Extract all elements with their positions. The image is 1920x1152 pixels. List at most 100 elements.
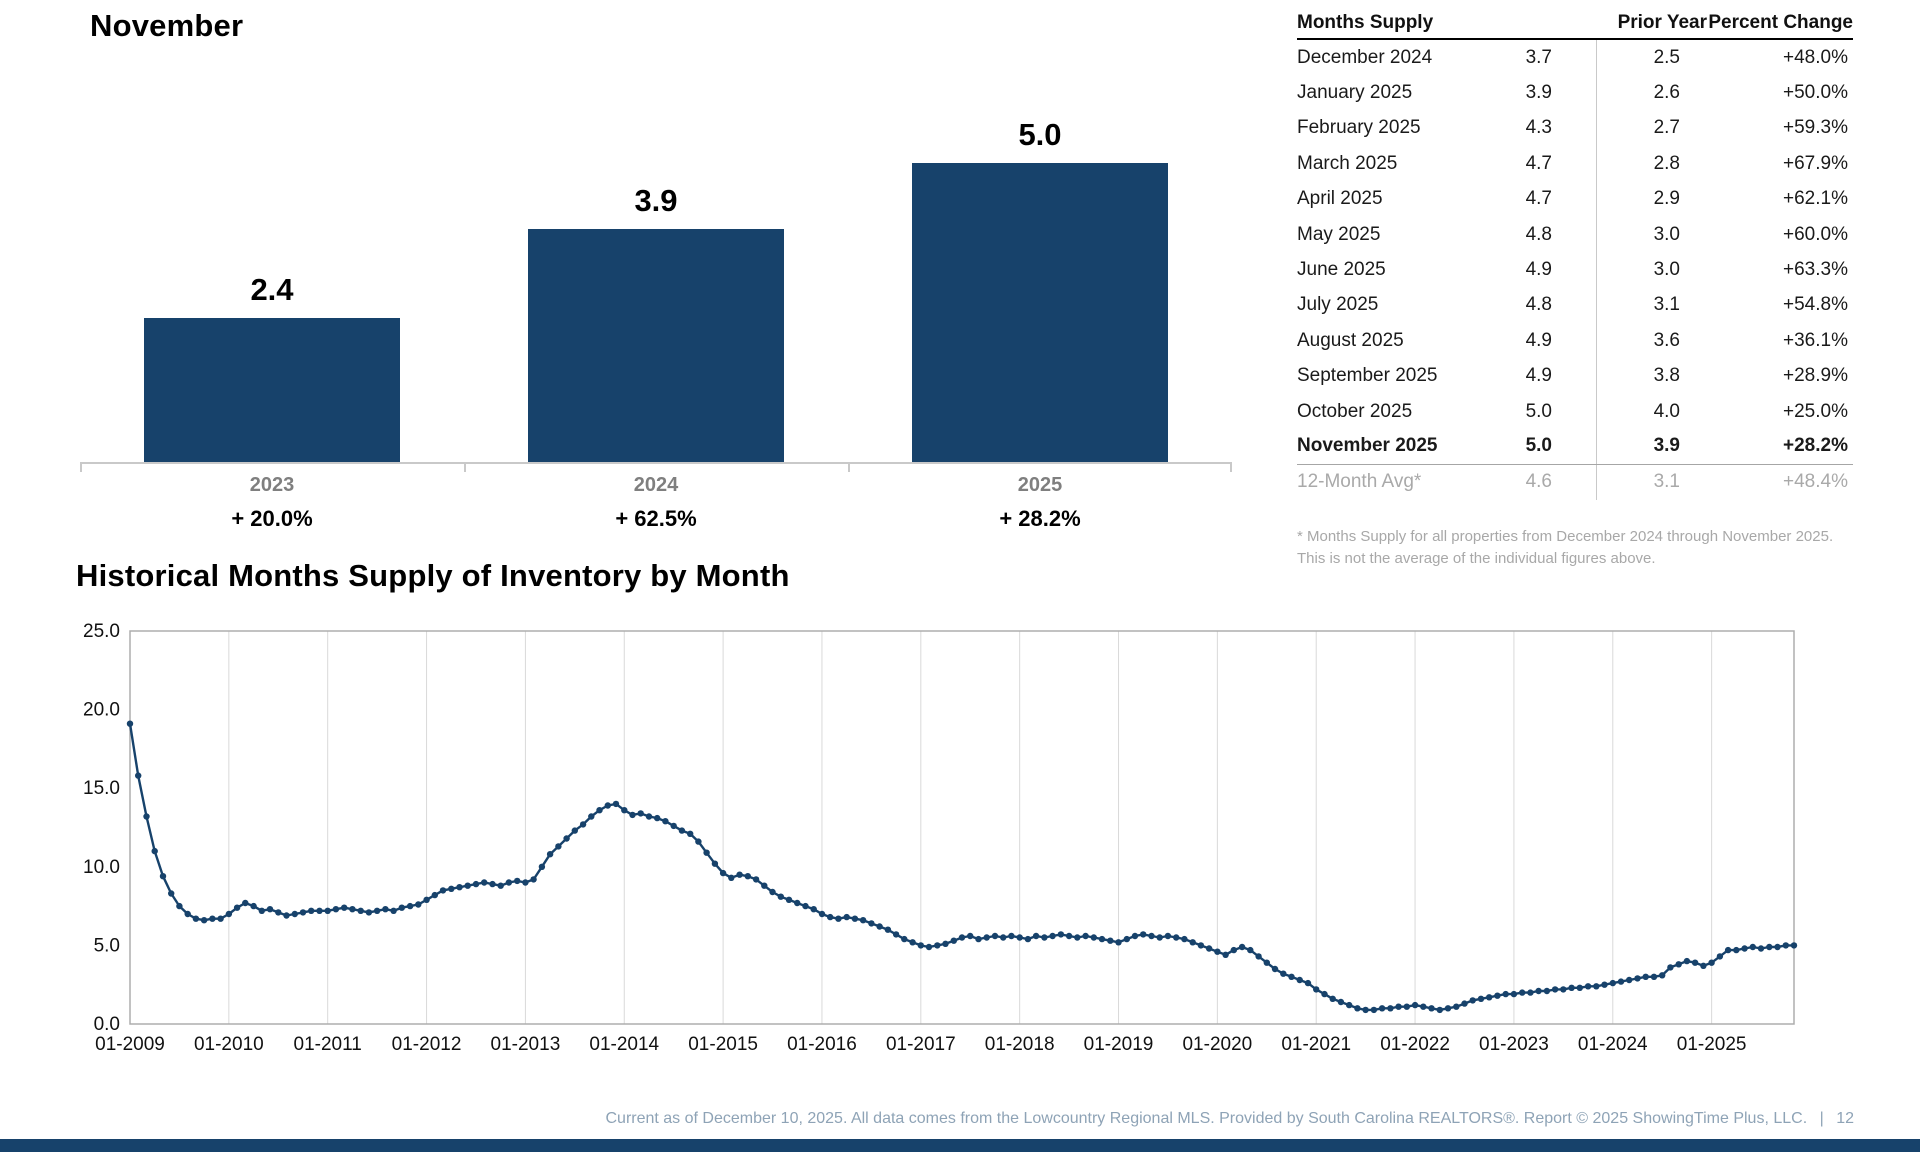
x-tick-label: 01-2013	[491, 1034, 561, 1055]
history-data-point	[1000, 934, 1007, 941]
table-row: November 2025 5.0 3.9 +28.2%	[1297, 429, 1853, 465]
history-data-point	[1642, 973, 1649, 980]
history-data-point	[1304, 979, 1312, 987]
history-data-point	[711, 860, 719, 867]
bar-value-label: 3.9	[634, 183, 678, 218]
row-prior-year-value: 3.9	[1653, 435, 1680, 457]
table-row: June 2025 4.9 3.0 +63.3%	[1297, 252, 1853, 288]
row-month-label: September 2025	[1297, 365, 1438, 387]
history-data-point	[1271, 965, 1279, 973]
history-data-point	[1032, 932, 1040, 940]
history-data-point	[1337, 998, 1345, 1006]
row-percent-change: +62.1%	[1783, 188, 1848, 210]
table-row: September 2025 4.9 3.8 +28.9%	[1297, 358, 1853, 394]
history-data-point	[546, 851, 554, 858]
x-tick-label: 01-2017	[886, 1034, 956, 1055]
history-data-point	[1329, 995, 1336, 1002]
history-data-point	[868, 920, 875, 927]
history-data-point	[291, 910, 298, 918]
x-tick-label: 01-2019	[1084, 1034, 1154, 1055]
history-data-point	[876, 923, 883, 930]
history-data-point	[1411, 1001, 1419, 1009]
history-data-point	[1098, 935, 1106, 943]
history-data-point	[596, 807, 603, 814]
row-current-value: 4.8	[1497, 216, 1597, 253]
row-current-value: 4.6	[1497, 464, 1597, 501]
row-percent-change: +59.3%	[1783, 117, 1848, 139]
history-data-point	[1288, 973, 1295, 980]
history-data-point	[818, 910, 826, 918]
history-data-point	[785, 896, 793, 903]
table-row: January 2025 3.9 2.6 +50.0%	[1297, 75, 1853, 111]
history-data-point	[1090, 934, 1098, 941]
row-month-label: August 2025	[1297, 329, 1404, 351]
row-percent-change: +28.2%	[1783, 435, 1848, 457]
history-data-point	[242, 899, 249, 907]
row-prior-year-value: 3.0	[1653, 223, 1680, 245]
history-data-point	[472, 880, 480, 888]
history-line-chart: 01-2009 01-2010 01-2011 01-2012 01-2013 01-20…	[83, 621, 1798, 1055]
history-data-point	[934, 942, 941, 949]
row-current-value: 4.7	[1497, 146, 1597, 182]
history-data-point	[1477, 995, 1485, 1002]
history-data-point	[1436, 1006, 1444, 1014]
history-data-point	[1691, 959, 1699, 966]
history-data-point	[415, 901, 422, 908]
row-prior-year-value: 3.0	[1653, 259, 1680, 281]
history-data-point	[143, 813, 150, 820]
footer-accent-band	[0, 1139, 1920, 1152]
history-data-point	[1527, 989, 1534, 996]
row-month-label: July 2025	[1297, 294, 1379, 316]
history-data-point	[555, 843, 562, 850]
y-tick-label: 10.0	[83, 857, 120, 878]
row-month-label: 12-Month Avg*	[1297, 471, 1422, 493]
history-data-point	[439, 887, 447, 894]
history-data-point	[1395, 1003, 1402, 1010]
history-data-point	[1016, 934, 1023, 941]
history-data-point	[1568, 984, 1575, 991]
history-plot-frame	[129, 630, 1795, 1025]
history-data-point	[1131, 932, 1139, 940]
history-data-point	[621, 807, 628, 814]
history-data-point	[1230, 946, 1238, 954]
history-data-point	[579, 821, 587, 828]
history-data-point	[629, 811, 636, 819]
history-data-point	[1140, 931, 1147, 938]
history-data-point	[1461, 1000, 1468, 1007]
footer-page-number: 12	[1836, 1110, 1854, 1127]
history-data-point	[398, 904, 405, 911]
history-data-point	[744, 873, 751, 880]
row-month-label: May 2025	[1297, 223, 1381, 245]
history-data-point	[967, 932, 974, 940]
history-data-point	[1560, 986, 1567, 993]
x-tick-label: 01-2024	[1578, 1034, 1648, 1055]
history-data-point	[390, 907, 397, 914]
history-data-point	[1486, 994, 1493, 1001]
history-data-point	[1675, 961, 1682, 968]
history-data-point	[1782, 942, 1790, 949]
bar-percent-change-label: + 62.5%	[615, 506, 697, 531]
bar-axis-tick	[848, 462, 850, 472]
history-data-point	[769, 888, 776, 896]
bar-2024	[528, 229, 784, 462]
history-data-point	[1494, 992, 1501, 999]
history-data-point	[233, 904, 241, 911]
months-supply-table: Months Supply Prior Year Percent Change …	[1297, 10, 1853, 570]
history-data-point	[1378, 1005, 1386, 1012]
history-data-point	[209, 915, 216, 922]
history-data-point	[1370, 1006, 1378, 1014]
history-data-point	[135, 772, 142, 779]
history-data-point	[217, 915, 224, 922]
history-data-point	[975, 935, 982, 943]
row-month-label: October 2025	[1297, 400, 1413, 422]
history-data-point	[810, 906, 817, 913]
x-tick-label: 01-2014	[589, 1034, 659, 1055]
x-tick-label: 01-2010	[194, 1034, 264, 1055]
history-data-point	[497, 882, 504, 889]
history-data-point	[662, 818, 669, 825]
row-month-label: March 2025	[1297, 152, 1398, 174]
y-tick-label: 20.0	[83, 700, 120, 721]
history-data-point	[1057, 931, 1065, 938]
column-header-months-supply: Months Supply	[1297, 12, 1434, 33]
history-data-point	[917, 942, 924, 949]
